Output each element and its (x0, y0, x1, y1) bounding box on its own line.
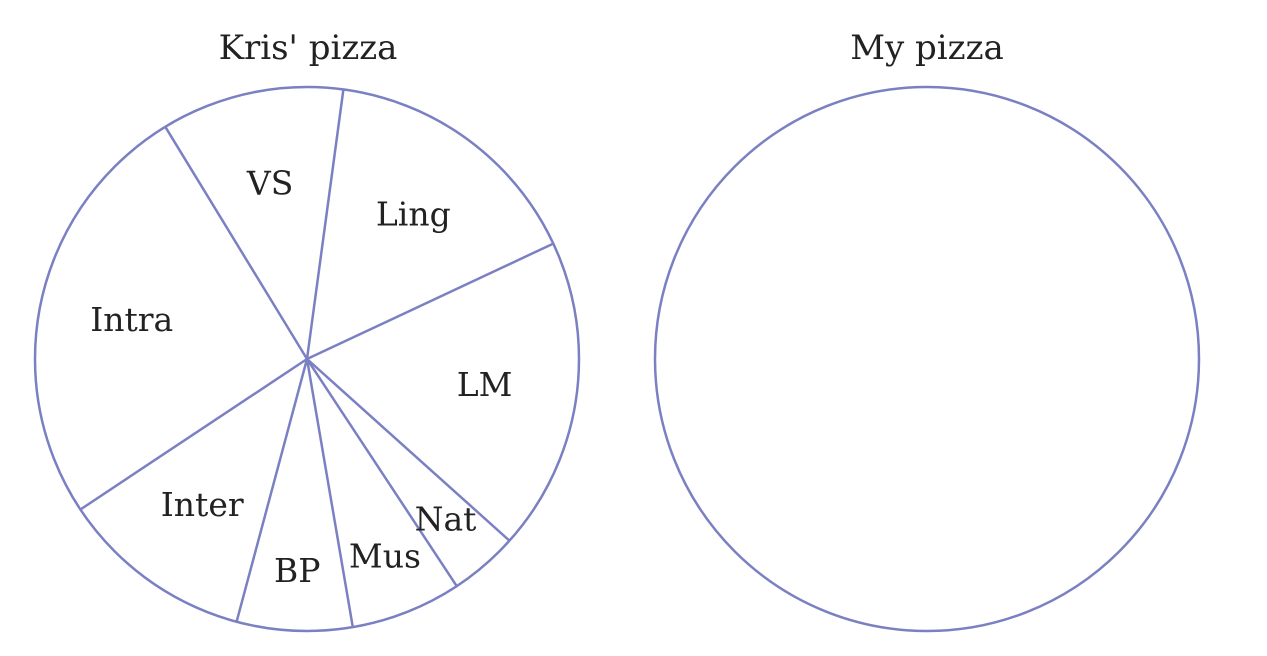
my-pizza-chart: My pizza (653, 28, 1201, 633)
slice-label-nat: Nat (415, 500, 477, 539)
slice-divider (306, 358, 511, 542)
slice-label-mus: Mus (349, 536, 421, 575)
slice-divider (305, 358, 355, 628)
slice-label-intra: Intra (90, 300, 173, 339)
slice-label-lm: LM (457, 365, 513, 404)
slice-label-inter: Inter (161, 485, 244, 524)
slice-label-vs: VS (246, 163, 293, 202)
my-pizza-title: My pizza (850, 28, 1004, 68)
my-pizza-outline (653, 85, 1201, 633)
kris-pizza-title: Kris' pizza (219, 28, 398, 68)
slice-divider (79, 357, 308, 511)
slice-label-bp: BP (274, 551, 320, 590)
slice-label-ling: Ling (376, 194, 451, 233)
kris-pizza-outline (33, 85, 581, 633)
slice-divider (305, 89, 345, 360)
slice-divider (306, 242, 554, 361)
slice-divider (164, 126, 309, 360)
slice-divider (305, 358, 458, 587)
kris-pizza-dividers (79, 89, 554, 628)
slice-divider (235, 358, 309, 623)
